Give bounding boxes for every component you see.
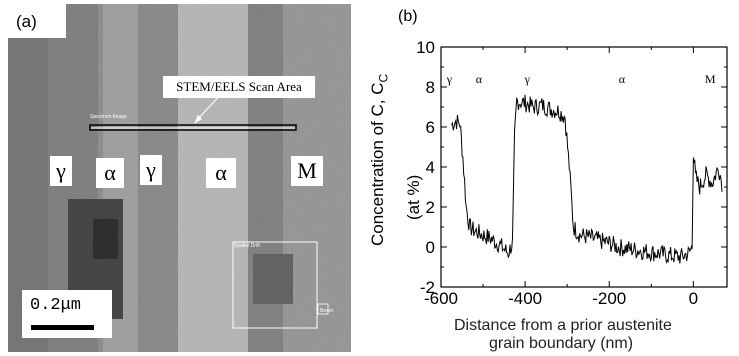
x-tick-label: -600 <box>424 289 458 308</box>
phase-label-alpha-2: α <box>206 158 236 188</box>
x-tick-label: -400 <box>508 289 542 308</box>
scale-bar <box>31 325 94 330</box>
x-axis-label-line2: grain boundary (nm) <box>489 335 634 352</box>
y-axis-unit-label: (at %) <box>404 174 423 220</box>
y-tick-label: -2 <box>420 278 435 297</box>
y-axis-label-main: Concentration of C, C <box>368 82 387 246</box>
x-tick-label: -200 <box>592 289 626 308</box>
plot-frame <box>440 46 728 288</box>
x-tick-label: 0 <box>689 289 698 308</box>
panel-a-label: (a) <box>8 4 66 38</box>
carbon-profile-line <box>451 94 723 265</box>
phase-label: α <box>619 72 626 86</box>
phase-label: γ <box>446 72 453 86</box>
y-tick-label: 0 <box>426 238 435 257</box>
y-axis-label: Concentration of C, CC <box>368 74 390 246</box>
phase-label: γ <box>524 72 531 86</box>
y-tick-label: 6 <box>426 118 435 137</box>
y-tick-label: 10 <box>416 38 435 57</box>
spectrum-image-label: Spectrum Image <box>90 114 127 120</box>
y-tick-label: 8 <box>426 78 435 97</box>
spatial-drift-label: Spatial Drift <box>234 243 260 249</box>
phase-label: α <box>476 72 483 86</box>
scan-area-label: STEM/EELS Scan Area <box>163 76 315 98</box>
y-axis-label-subscript: C <box>376 73 391 83</box>
beam-label: Beam <box>320 308 334 314</box>
x-axis-label-line1: Distance from a prior austenite <box>454 317 672 334</box>
spatial-drift-box <box>232 241 318 329</box>
phase-label-gamma-1: γ <box>50 156 72 186</box>
scale-box <box>22 290 112 338</box>
phase-label-alpha-1: α <box>96 158 124 188</box>
beam-box <box>317 303 329 315</box>
phase-label: M <box>705 72 716 86</box>
phase-label-gamma-2: γ <box>140 155 162 185</box>
y-tick-label: 2 <box>426 198 435 217</box>
panel-b-label: (b) <box>398 8 418 25</box>
phase-label-martensite: M <box>291 156 323 186</box>
y-tick-label: 4 <box>426 158 435 177</box>
scale-text: 0.2μm <box>30 296 82 315</box>
